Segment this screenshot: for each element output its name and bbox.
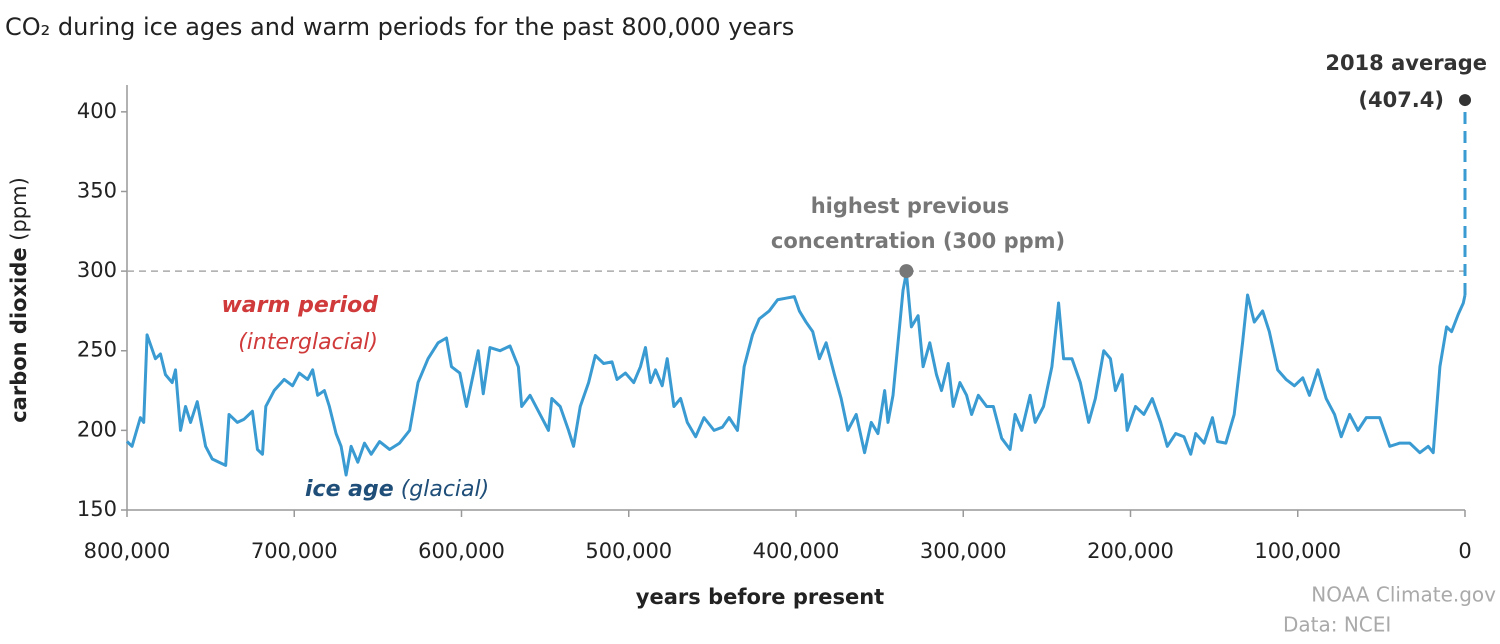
x-tick-label: 100,000 xyxy=(1254,539,1341,563)
y-label-main: carbon dioxide xyxy=(7,247,31,422)
y-tick-label: 200 xyxy=(77,417,117,441)
y-tick-label: 150 xyxy=(77,497,117,521)
y-tick-label: 400 xyxy=(77,99,117,123)
x-tick-label: 400,000 xyxy=(753,539,840,563)
annotation-2018: 2018 average xyxy=(1325,51,1487,75)
annotation-highest: highest previous xyxy=(811,194,1010,218)
warm-sub-label: (interglacial) xyxy=(238,330,378,355)
y-tick-label: 350 xyxy=(77,178,117,202)
annotation-2018-value: (407.4) xyxy=(1358,88,1444,112)
x-tick-label: 300,000 xyxy=(920,539,1007,563)
x-tick-label: 700,000 xyxy=(251,539,338,563)
x-tick-label: 500,000 xyxy=(585,539,672,563)
y-axis-label: carbon dioxide (ppm) xyxy=(7,177,31,423)
x-tick-label: 600,000 xyxy=(418,539,505,563)
point-highest xyxy=(899,264,914,279)
x-tick-label: 800,000 xyxy=(84,539,171,563)
credit: NOAA Climate.gov xyxy=(1311,583,1496,607)
co2-line xyxy=(125,271,1467,477)
credit: Data: NCEI xyxy=(1283,613,1391,637)
warm-label: warm period xyxy=(221,293,378,318)
x-tick-label: 0 xyxy=(1458,539,1471,563)
x-axis-label: years before present xyxy=(636,585,884,609)
annotation-highest: concentration (300 ppm) xyxy=(771,229,1065,253)
y-tick-label: 300 xyxy=(77,258,117,282)
y-tick-label: 250 xyxy=(77,338,117,362)
ice-main: ice age xyxy=(305,477,394,502)
point-2018 xyxy=(1459,94,1471,107)
ice-label: ice age (glacial) xyxy=(305,477,489,502)
y-label-unit: (ppm) xyxy=(7,177,31,241)
ice-sub: (glacial) xyxy=(401,477,490,502)
x-tick-label: 200,000 xyxy=(1087,539,1174,563)
chart-title: CO₂ during ice ages and warm periods for… xyxy=(5,13,794,41)
